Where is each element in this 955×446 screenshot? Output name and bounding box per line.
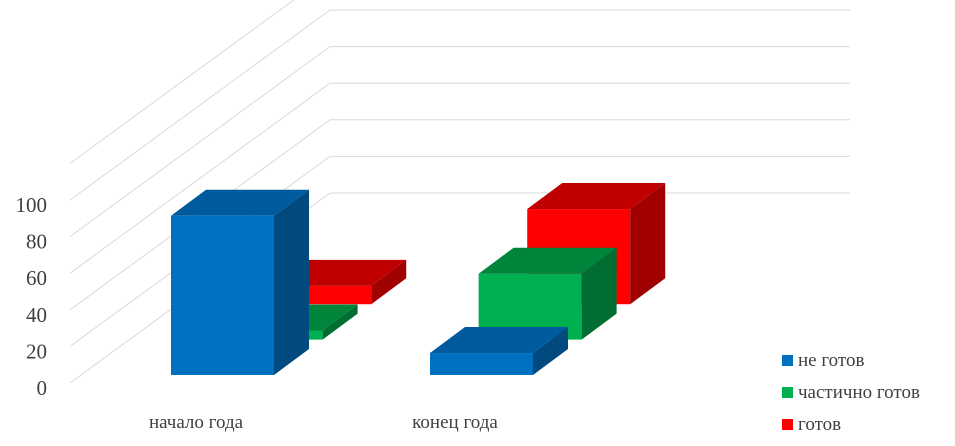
bar-front [430, 353, 533, 375]
legend-label: частично готов [798, 382, 920, 403]
legend-label: готов [798, 414, 841, 435]
bar-side [581, 247, 617, 340]
y-tick-label: 100 [16, 193, 48, 217]
x-category-label: начало года [149, 412, 244, 433]
bar-top [527, 183, 666, 210]
side-gridline [69, 9, 331, 201]
bar-side [630, 183, 666, 305]
side-gridline [69, 82, 331, 274]
legend-swatch [782, 387, 793, 398]
side-gridline [69, 46, 331, 238]
y-tick-label: 40 [26, 303, 47, 327]
bar-side [533, 327, 568, 375]
bar-front [171, 215, 274, 375]
bar-side [274, 189, 309, 375]
legend-label: не готов [798, 350, 864, 371]
bar-side [322, 304, 358, 340]
x-category-label: конец года [412, 412, 498, 433]
bar-side [371, 259, 407, 305]
y-tick-label: 0 [37, 376, 48, 400]
bar-top [171, 189, 309, 216]
y-tick-label: 60 [26, 266, 47, 290]
legend-swatch [782, 355, 793, 366]
y-tick-label: 20 [26, 339, 47, 363]
legend-swatch [782, 419, 793, 430]
bar-top [478, 247, 617, 274]
bar-top [430, 327, 568, 354]
side-gridline [69, 0, 295, 164]
y-tick-label: 80 [26, 230, 47, 254]
